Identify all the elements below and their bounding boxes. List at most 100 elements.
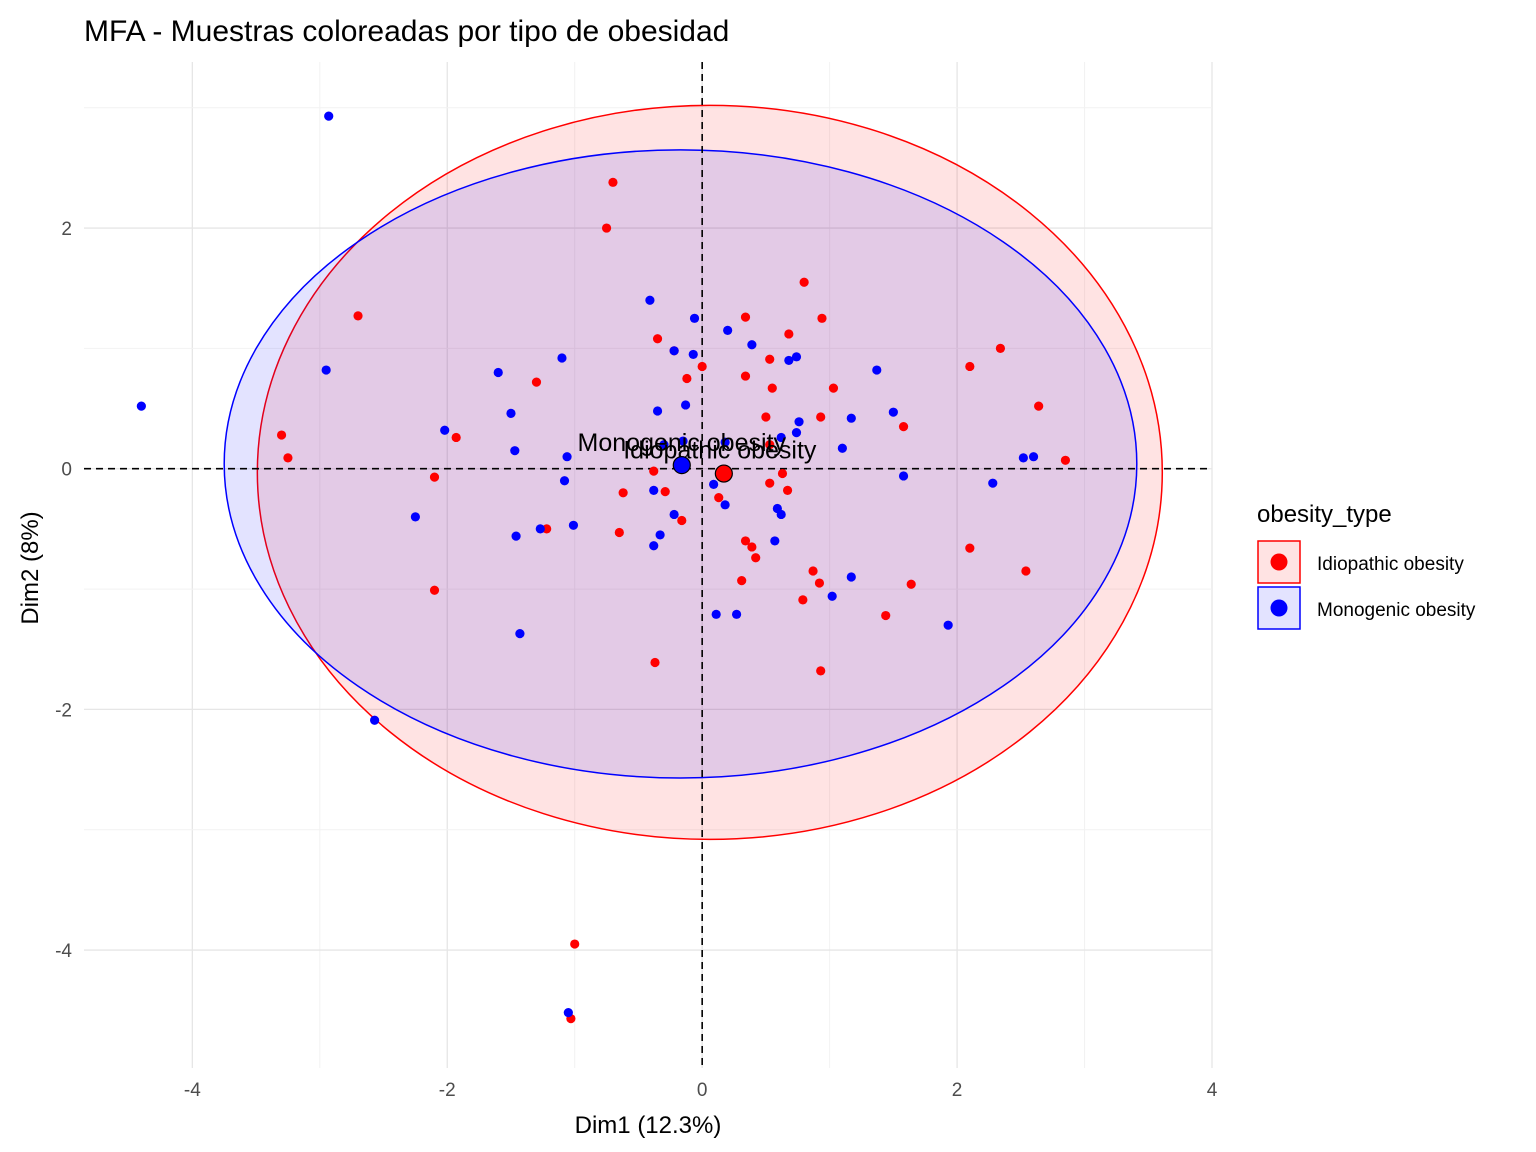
data-point-monogenic <box>791 428 802 438</box>
data-point-monogenic <box>652 406 663 416</box>
data-point-idiopathic <box>601 223 612 233</box>
data-point-idiopathic <box>898 422 909 432</box>
data-point-idiopathic <box>808 566 818 576</box>
data-point-monogenic <box>794 417 804 427</box>
data-point-idiopathic <box>283 453 293 463</box>
data-point-idiopathic <box>784 329 794 339</box>
data-point-monogenic <box>655 530 665 540</box>
data-point-monogenic <box>837 443 847 453</box>
data-point-idiopathic <box>737 576 747 586</box>
data-point-monogenic <box>689 313 700 323</box>
data-point-monogenic <box>563 1008 573 1018</box>
data-point-monogenic <box>321 365 331 375</box>
data-point-monogenic <box>568 520 579 530</box>
data-point-monogenic <box>511 531 521 541</box>
data-point-idiopathic <box>650 657 660 668</box>
y-axis-title: Dim2 (8%) <box>17 511 44 624</box>
data-point-monogenic <box>440 425 450 435</box>
data-point-idiopathic <box>765 478 775 488</box>
data-point-monogenic <box>770 536 780 546</box>
y-tick-label: -2 <box>55 700 72 721</box>
legend-marker-monogenic <box>1270 599 1288 617</box>
data-point-idiopathic <box>618 488 628 498</box>
legend: obesity_type Idiopathic obesity Monogenic… <box>1257 501 1476 630</box>
data-point-monogenic <box>791 352 802 362</box>
data-point-monogenic <box>559 476 570 486</box>
x-tick-label: 0 <box>697 1080 708 1101</box>
data-point-idiopathic <box>740 536 751 546</box>
data-point-monogenic <box>1028 452 1039 462</box>
data-point-monogenic <box>645 295 655 305</box>
legend-item-idiopathic: Idiopathic obesity <box>1257 540 1464 584</box>
data-point-idiopathic <box>570 939 580 949</box>
data-point-monogenic <box>872 365 882 375</box>
y-tick-label: -4 <box>55 941 72 962</box>
data-point-idiopathic <box>682 373 692 384</box>
data-point-monogenic <box>888 407 898 417</box>
data-point-idiopathic <box>765 354 775 364</box>
x-axis-ticks: -4 -2 0 2 4 <box>184 1080 1218 1101</box>
data-point-monogenic <box>681 400 691 410</box>
data-point-monogenic <box>723 325 733 335</box>
data-point-idiopathic <box>740 371 751 381</box>
data-point-monogenic <box>711 609 721 619</box>
data-point-idiopathic <box>660 486 670 497</box>
centroid-marker-monogenic <box>672 456 691 475</box>
data-point-monogenic <box>776 509 786 520</box>
x-axis-title: Dim1 (12.3%) <box>575 1112 722 1139</box>
data-points <box>136 111 1071 1024</box>
data-point-idiopathic <box>429 585 440 595</box>
data-point-monogenic <box>720 500 730 510</box>
legend-label-monogenic: Monogenic obesity <box>1317 600 1476 621</box>
data-point-idiopathic <box>608 177 618 187</box>
x-tick-label: 2 <box>952 1080 963 1101</box>
legend-marker-idiopathic <box>1270 553 1288 571</box>
data-point-idiopathic <box>697 361 707 372</box>
data-point-idiopathic <box>765 440 775 450</box>
centroid-marker-idiopathic <box>714 464 733 483</box>
data-point-monogenic <box>649 541 659 551</box>
data-point-idiopathic <box>747 542 757 552</box>
data-point-idiopathic <box>429 472 440 482</box>
data-point-idiopathic <box>828 383 839 393</box>
data-point-idiopathic <box>965 361 975 372</box>
data-point-monogenic <box>678 436 688 446</box>
data-point-idiopathic <box>714 493 724 503</box>
data-point-idiopathic <box>531 377 542 387</box>
data-point-monogenic <box>747 340 757 350</box>
data-point-monogenic <box>669 346 679 356</box>
data-point-monogenic <box>846 413 856 423</box>
chart-title: MFA - Muestras coloreadas por tipo de ob… <box>84 15 729 48</box>
data-point-monogenic <box>943 620 953 630</box>
data-point-idiopathic <box>767 383 777 393</box>
data-point-idiopathic <box>614 527 624 538</box>
centroid-label-monogenic: Monogenic obesity <box>578 429 787 457</box>
data-point-idiopathic <box>276 430 287 440</box>
legend-items: Idiopathic obesity Monogenic obesity <box>1257 540 1476 630</box>
y-axis-ticks: -4 -2 0 2 <box>55 219 72 962</box>
data-point-monogenic <box>988 478 998 488</box>
data-point-idiopathic <box>751 553 761 563</box>
x-tick-label: -4 <box>184 1080 201 1101</box>
y-tick-label: 2 <box>61 219 72 240</box>
data-point-idiopathic <box>881 610 891 621</box>
y-tick-label: 0 <box>61 460 72 481</box>
data-point-monogenic <box>709 479 719 489</box>
data-point-monogenic <box>720 437 730 447</box>
data-point-idiopathic <box>799 277 809 287</box>
reference-lines <box>84 62 1212 1068</box>
data-point-monogenic <box>515 628 525 639</box>
legend-title: obesity_type <box>1257 501 1392 528</box>
data-point-idiopathic <box>451 432 461 443</box>
data-point-idiopathic <box>761 412 771 422</box>
data-point-monogenic <box>493 367 503 378</box>
data-point-idiopathic <box>677 515 687 526</box>
data-point-idiopathic <box>782 485 793 495</box>
data-point-monogenic <box>669 509 679 520</box>
data-point-monogenic <box>136 401 146 411</box>
data-point-monogenic <box>784 355 794 366</box>
data-point-idiopathic <box>740 312 751 322</box>
